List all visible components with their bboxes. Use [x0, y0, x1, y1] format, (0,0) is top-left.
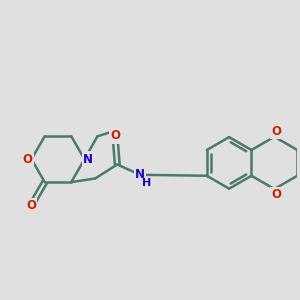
- Text: N: N: [83, 153, 93, 166]
- Text: N: N: [135, 168, 145, 181]
- Text: O: O: [271, 188, 281, 201]
- Text: O: O: [26, 199, 36, 212]
- Text: O: O: [23, 153, 33, 166]
- Text: H: H: [142, 178, 151, 188]
- Text: O: O: [110, 129, 120, 142]
- Text: O: O: [271, 125, 281, 138]
